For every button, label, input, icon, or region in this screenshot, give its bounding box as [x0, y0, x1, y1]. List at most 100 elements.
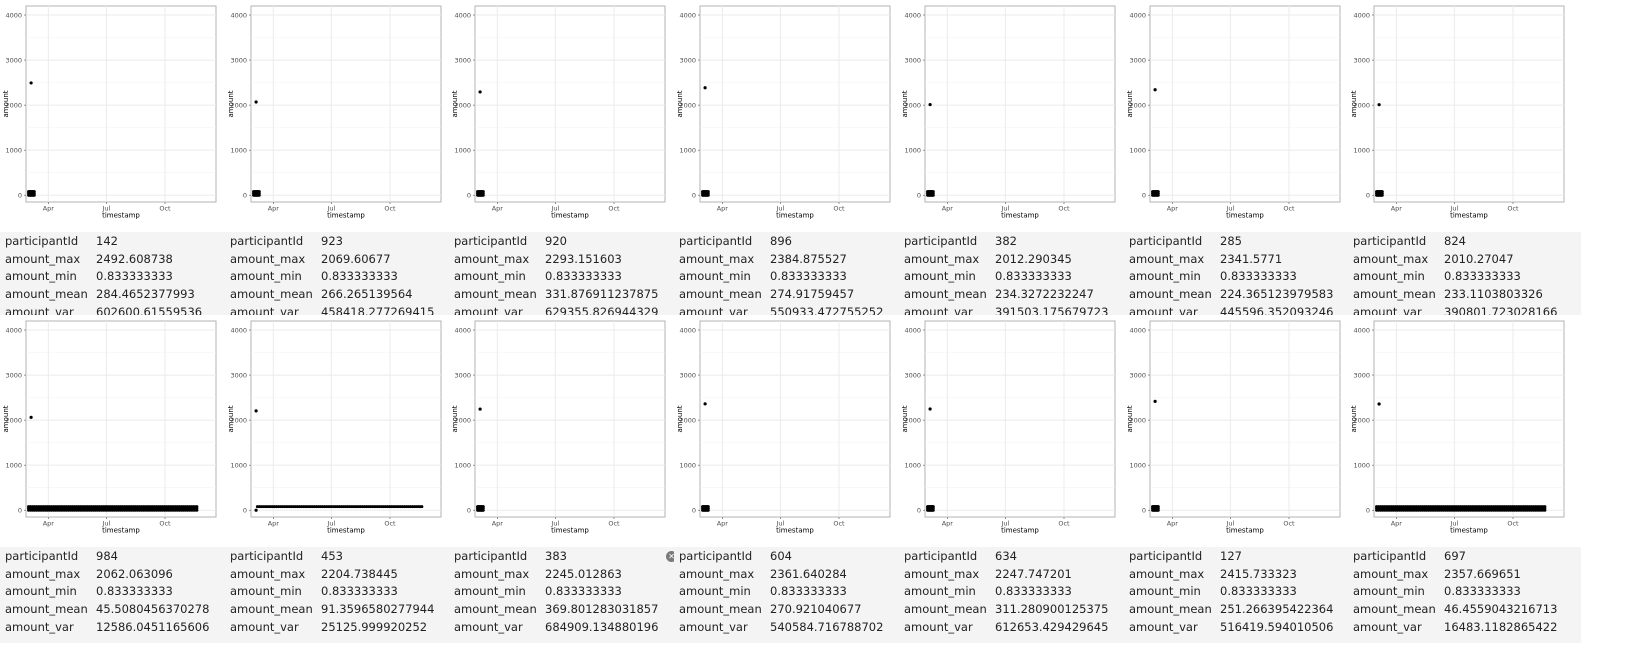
x-tick-label: Apr — [717, 520, 729, 528]
y-tick-label: 4000 — [1353, 12, 1370, 20]
summary-value: 274.91759457 — [770, 287, 855, 302]
y-tick-label: 3000 — [904, 57, 921, 65]
data-point — [420, 505, 424, 509]
summary-key: amount_mean — [679, 287, 762, 302]
y-axis-label: amount — [451, 90, 459, 117]
y-axis-label: amount — [1350, 90, 1358, 117]
summary-row-participantid: participantId 142 — [0, 232, 233, 251]
summary-value: 920 — [545, 234, 567, 248]
data-point — [481, 191, 485, 195]
summary-row-amount-mean: amount_mean 284.4652377993 — [0, 285, 233, 304]
summary-value: 369.801283031857 — [545, 602, 659, 617]
summary-key: amount_min — [1353, 269, 1425, 284]
y-tick-label: 1000 — [230, 462, 247, 470]
plot-panel — [474, 5, 666, 203]
summary-table: participantId 382 amount_max 2012.290345 amo… — [899, 232, 1132, 328]
x-tick-label: Oct — [384, 520, 396, 528]
summary-row-amount-min: amount_min 0.833333333 — [674, 582, 907, 601]
summary-table: participantId 920 amount_max 2293.151603 amo… — [449, 232, 682, 328]
summary-key: amount_min — [904, 269, 976, 284]
summary-value: 0.833333333 — [995, 584, 1072, 599]
plot-panel — [474, 320, 666, 518]
summary-key: amount_mean — [1353, 602, 1436, 617]
summary-row-amount-mean: amount_mean 311.280900125375 — [899, 600, 1132, 619]
scatter-plot: 0 1000 2000 3000 4000 Apr Jul Oct timestamp amoun… — [227, 320, 442, 535]
y-tick-label: 4000 — [230, 327, 247, 335]
summary-row-amount-mean: amount_mean 46.4559043216713 — [1348, 600, 1581, 619]
data-point — [928, 102, 932, 107]
x-tick-label: Apr — [43, 205, 55, 213]
summary-table: participantId 604 amount_max 2361.640284 amo… — [674, 547, 907, 643]
plot-panel — [250, 320, 442, 518]
y-axis-label: amount — [2, 90, 10, 117]
x-tick-label: Oct — [1507, 520, 1519, 528]
y-tick-label: 1000 — [904, 462, 921, 470]
summary-row-amount-var: amount_var 540584.716788702 — [674, 618, 907, 637]
plot-panel — [1149, 5, 1341, 203]
summary-value: 2357.669651 — [1444, 566, 1521, 581]
x-tick-label: Oct — [159, 205, 171, 213]
data-point — [1156, 191, 1160, 195]
data-point — [32, 191, 36, 195]
summary-key: amount_min — [454, 584, 526, 599]
summary-row-participantid: participantId 984 — [0, 547, 233, 566]
summary-row-amount-min: amount_min 0.833333333 — [449, 267, 682, 286]
summary-key: amount_min — [679, 269, 751, 284]
summary-row-amount-mean: amount_mean 91.3596580277944 — [225, 600, 458, 619]
x-axis-label: timestamp — [776, 212, 814, 220]
summary-key: amount_min — [230, 584, 302, 599]
data-point — [1380, 191, 1384, 195]
data-point — [928, 407, 932, 411]
summary-row-amount-min: amount_min 0.833333333 — [1348, 582, 1581, 601]
summary-row-amount-max: amount_max 2384.875527 — [674, 250, 907, 269]
x-tick-label: Oct — [833, 520, 845, 528]
y-axis-label: amount — [901, 90, 909, 117]
x-axis-label: timestamp — [102, 212, 140, 220]
y-tick-label: 2000 — [5, 102, 22, 110]
summary-key: amount_min — [679, 584, 751, 599]
summary-row-participantid: participantId 127 — [1124, 547, 1357, 566]
data-point — [254, 409, 258, 413]
summary-table: participantId 923 amount_max 2069.60677 amou… — [225, 232, 458, 328]
summary-key: amount_min — [1129, 584, 1201, 599]
y-tick-label: 3000 — [454, 57, 471, 65]
summary-table: participantId 634 amount_max 2247.747201 amo… — [899, 547, 1132, 643]
summary-value: 270.921040677 — [770, 602, 862, 617]
summary-value: 2293.151603 — [545, 251, 622, 266]
summary-value: 2247.747201 — [995, 566, 1072, 581]
summary-row-amount-max: amount_max 2245.012863 — [449, 565, 682, 584]
y-tick-label: 4000 — [1129, 12, 1146, 20]
data-point — [257, 191, 261, 195]
summary-key: amount_mean — [679, 602, 762, 617]
x-tick-label: Oct — [608, 520, 620, 528]
summary-key: participantId — [454, 549, 528, 563]
summary-table: participantId 984 amount_max 2062.063096 amo… — [0, 547, 233, 643]
summary-row-amount-max: amount_max 2341.5771 — [1124, 250, 1357, 269]
x-tick-label: Jul — [326, 205, 335, 213]
data-point — [1156, 506, 1160, 510]
summary-key: amount_max — [1129, 566, 1205, 581]
summary-value: 142 — [96, 234, 118, 248]
summary-table: participantId 127 amount_max 2415.733323 amo… — [1124, 547, 1357, 643]
summary-value: 984 — [96, 549, 118, 563]
summary-value: 0.833333333 — [321, 584, 398, 599]
y-tick-label: 1000 — [230, 147, 247, 155]
y-tick-label: 1000 — [679, 462, 696, 470]
summary-value: 0.833333333 — [1220, 269, 1297, 284]
x-tick-label: Oct — [159, 520, 171, 528]
data-point — [1543, 506, 1547, 510]
summary-key: amount_max — [1129, 251, 1205, 266]
summary-key: participantId — [1129, 234, 1203, 248]
x-tick-label: Jul — [1225, 205, 1234, 213]
facet-panel: 0 1000 2000 3000 4000 Apr Jul Oct timestamp amoun… — [1124, 315, 1357, 643]
summary-row-amount-min: amount_min 0.833333333 — [0, 267, 233, 286]
y-tick-label: 0 — [692, 507, 696, 515]
x-tick-label: Apr — [1167, 205, 1179, 213]
y-tick-label: 0 — [1366, 507, 1370, 515]
summary-table: participantId 697 amount_max 2357.669651 amo… — [1348, 547, 1581, 643]
summary-key: participantId — [5, 234, 79, 248]
close-icon[interactable]: ✕ — [666, 551, 677, 562]
x-tick-label: Jul — [1449, 205, 1458, 213]
summary-value: 2492.608738 — [96, 251, 173, 266]
x-axis-label: timestamp — [1226, 527, 1264, 535]
